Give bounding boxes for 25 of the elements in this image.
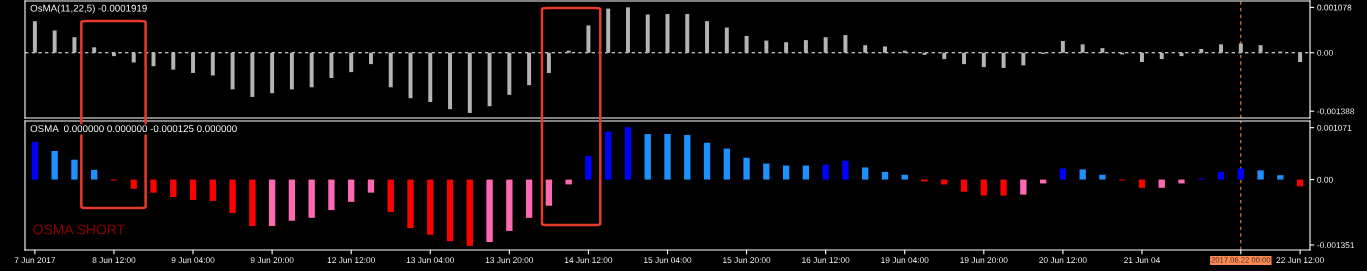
x-tick-label: 20 Jun 12:00	[1039, 257, 1087, 264]
x-tick-label: 9 Jun 20:00	[250, 257, 294, 264]
y-tick-label: -0.001351	[1317, 242, 1355, 249]
x-tick-label: 19 Jun 04:00	[881, 257, 929, 264]
x-tick-label: 21 Jun 04	[1124, 257, 1161, 264]
y-tick-label: 0.00	[1317, 49, 1333, 56]
y-tick-label: -0.001388	[1317, 108, 1355, 115]
annotation: OSMA 0.000000 0.000000 -0.000125 0.000000	[30, 125, 237, 133]
x-tick-label: 9 Jun 04:00	[171, 257, 215, 264]
y-tick-label: 0.001078	[1317, 4, 1352, 11]
x-tick-label: 7 Jun 2017	[14, 257, 56, 264]
annotation: OSMA SHORT	[33, 224, 125, 235]
x-tick-label: 19 Jun 20:00	[960, 257, 1008, 264]
y-tick-label: 0.00	[1317, 176, 1333, 183]
y-tick-label: 0.001071	[1317, 124, 1352, 131]
x-tick-label: 22 Jun 12:00	[1276, 257, 1324, 264]
x-tick-label: 13 Jun 04:00	[406, 257, 455, 264]
annotation: OsMA(11,22,5) -0.0001919	[30, 4, 147, 14]
x-tick-label: 13 Jun 20:00	[485, 257, 534, 264]
x-tick-label: 12 Jun 12:00	[327, 257, 375, 264]
x-tick-label: 15 Jun 04:00	[644, 257, 692, 264]
x-tick-label: 16 Jun 12:00	[802, 257, 850, 264]
x-tick-label: 15 Jun 20:00	[723, 257, 771, 264]
x-tick-label: 14 Jun 12:00	[564, 257, 613, 264]
x-tick-label: 8 Jun 12:00	[92, 257, 136, 264]
